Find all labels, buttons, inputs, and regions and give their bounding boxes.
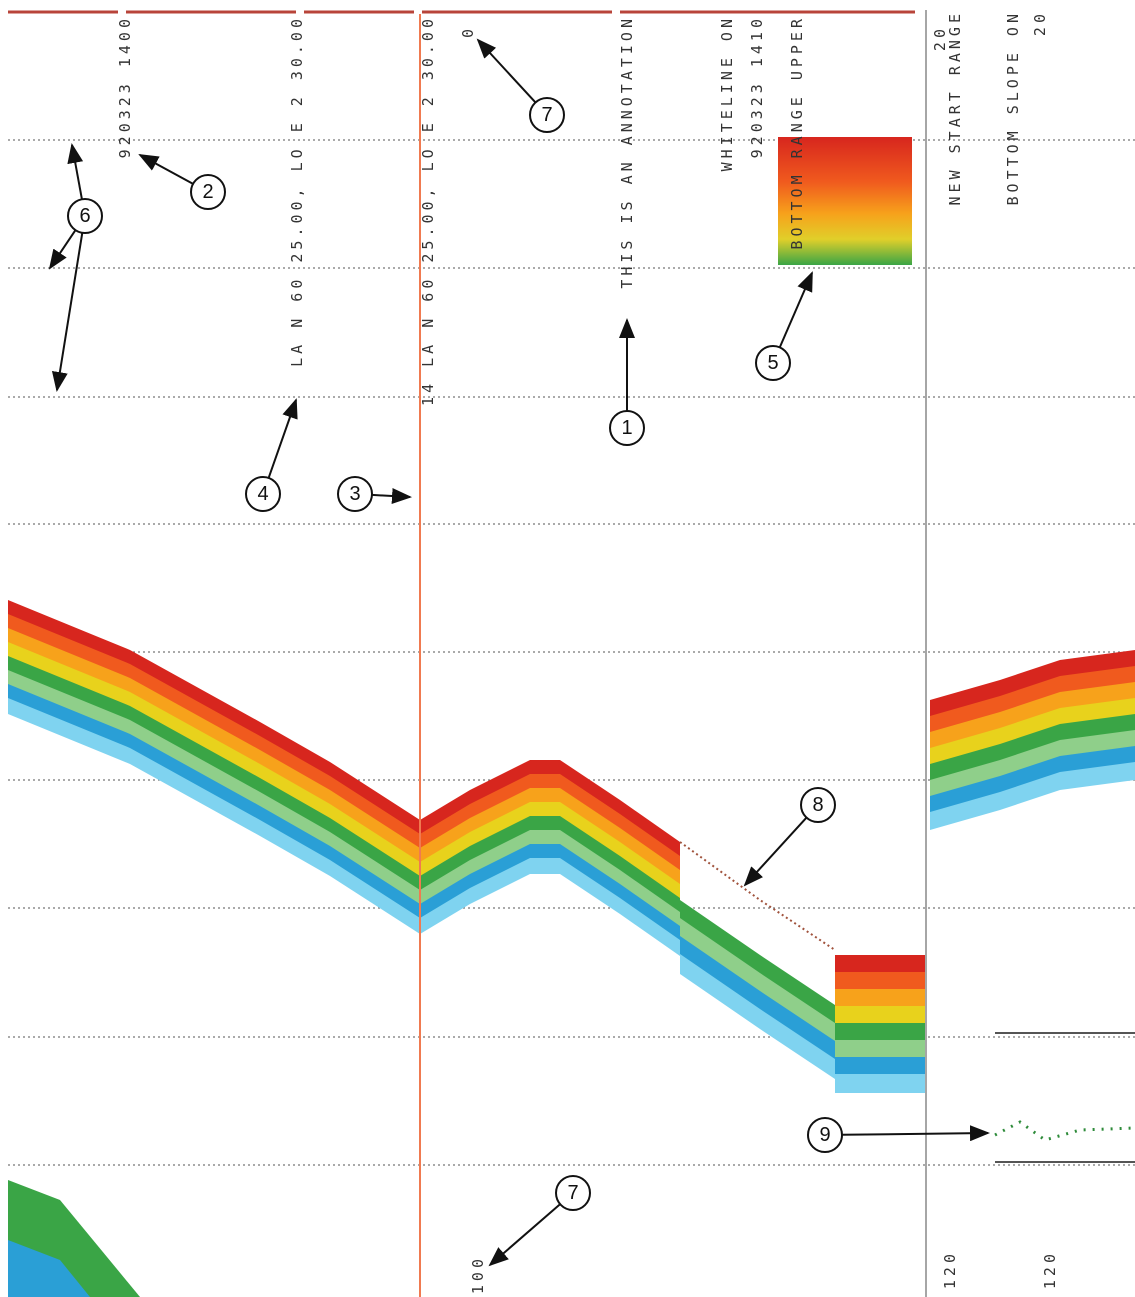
annotation-text: 120 xyxy=(941,1250,959,1289)
grid xyxy=(8,12,1135,1165)
echogram: 920323 1400LA N 60 25.00, LO E 2 30.0014… xyxy=(0,0,1135,1297)
echo-band xyxy=(835,1006,925,1025)
callout-arrow xyxy=(50,230,76,268)
callout-arrow xyxy=(745,818,807,885)
annotation-text: NEW START RANGE xyxy=(946,10,964,205)
annotation-text: 0 xyxy=(459,25,477,38)
annotation-text: 20 xyxy=(1031,10,1049,36)
callout-arrow xyxy=(372,495,410,497)
callout-arrow xyxy=(842,1133,988,1135)
callout-number: 6 xyxy=(79,205,90,227)
callout-number: 4 xyxy=(257,483,268,505)
callout-arrow xyxy=(478,40,535,102)
callout-number: 7 xyxy=(567,1182,578,1204)
callout-number: 2 xyxy=(202,181,213,203)
echo-band xyxy=(835,1040,925,1059)
echo-band xyxy=(835,1057,925,1076)
echo-band xyxy=(835,972,925,991)
callout-number: 9 xyxy=(819,1124,830,1146)
annotation-text: 14 LA N 60 25.00, LO E 2 30.00 xyxy=(419,15,437,406)
callout-arrow xyxy=(490,1204,560,1265)
annotation-text: 920323 1410 xyxy=(748,15,766,158)
echo-band xyxy=(835,1023,925,1042)
echo-band xyxy=(835,1074,925,1093)
annotation-text: 120 xyxy=(1041,1250,1059,1289)
annotation-text: WHITELINE ON xyxy=(718,15,736,171)
callout-number: 3 xyxy=(349,483,360,505)
callout-number: 1 xyxy=(621,417,632,439)
callout-number: 8 xyxy=(812,794,823,816)
bottom-track xyxy=(995,1122,1135,1140)
callout-arrow xyxy=(72,145,82,199)
annotation-text: BOTTOM SLOPE ON xyxy=(1004,10,1022,205)
callout-arrow xyxy=(269,400,296,478)
echo-band xyxy=(835,989,925,1008)
callout-arrow xyxy=(57,233,82,390)
callout-arrow xyxy=(140,155,193,184)
annotation-text: 100 xyxy=(469,1255,487,1294)
annotation-text: LA N 60 25.00, LO E 2 30.00 xyxy=(288,15,306,367)
annotation-text: 920323 1400 xyxy=(116,15,134,158)
callout-number: 7 xyxy=(541,104,552,126)
annotation-text: BOTTOM RANGE UPPER xyxy=(788,15,806,250)
annotation-text: THIS IS AN ANNOTATION xyxy=(618,15,636,289)
echo-band xyxy=(835,955,925,974)
callout-number: 5 xyxy=(767,352,778,374)
callout-arrow xyxy=(780,273,812,347)
